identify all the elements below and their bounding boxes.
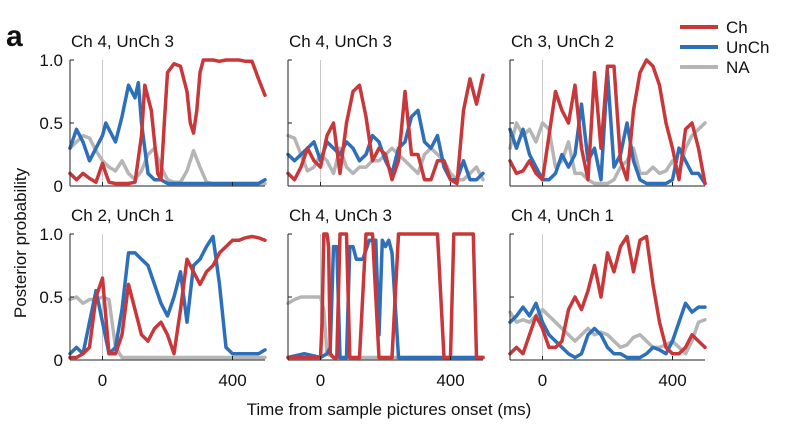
panel-2: Ch 4, UnCh 3 <box>286 32 485 187</box>
panel-title: Ch 4, UnCh 3 <box>71 32 174 51</box>
panel-title: Ch 3, UnCh 2 <box>511 32 614 51</box>
x-tick-label: 0 <box>316 371 325 390</box>
panel-5: Ch 4, UnCh 3 0 400 <box>286 206 485 390</box>
panel-title: Ch 4, UnCh 1 <box>511 206 614 225</box>
panel-title: Ch 4, UnCh 3 <box>289 206 392 225</box>
panel-6: Ch 4, UnCh 1 0 400 <box>508 206 707 390</box>
x-tick-label: 400 <box>218 371 246 390</box>
legend-label: NA <box>726 58 750 77</box>
panels: Ch 4, UnCh 3 0 0.5 1.0 Ch 4, UnCh 3 Ch 3, UnC… <box>39 32 707 390</box>
legend-label: UnCh <box>726 38 769 57</box>
y-tick-label: 0 <box>54 177 63 196</box>
y-tick-label: 0.5 <box>39 288 63 307</box>
panel-1: Ch 4, UnCh 3 0 0.5 1.0 <box>39 32 267 196</box>
panel-3: Ch 3, UnCh 2 <box>508 32 707 187</box>
legend-item-unch: UnCh <box>680 38 769 57</box>
x-tick-label: 0 <box>538 371 547 390</box>
x-tick-label: 400 <box>436 371 464 390</box>
series-line-ch <box>286 73 485 186</box>
x-axis-label: Time from sample pictures onset (ms) <box>247 400 532 419</box>
y-tick-label: 1.0 <box>39 225 63 244</box>
series-line-ch <box>508 234 707 356</box>
series-line-unch <box>68 234 267 356</box>
series-line-ch <box>68 234 267 360</box>
y-tick-label: 0.5 <box>39 114 63 133</box>
series-line-unch <box>286 108 485 182</box>
series-line-ch <box>68 58 267 186</box>
panel-title: Ch 4, UnCh 3 <box>289 32 392 51</box>
y-tick-label: 0 <box>54 351 63 370</box>
series-line-ch <box>286 232 485 360</box>
panel-4: Ch 2, UnCh 1 0 0.5 1.0 0 400 <box>39 206 267 390</box>
series-line-na <box>508 121 707 186</box>
panel-letter: a <box>6 20 23 53</box>
x-tick-label: 0 <box>98 371 107 390</box>
y-tick-label: 1.0 <box>39 51 63 70</box>
x-tick-label: 400 <box>658 371 686 390</box>
series-line-ch <box>508 58 707 186</box>
series-line-unch <box>508 301 707 360</box>
y-axis-label: Posterior probability <box>11 167 30 318</box>
legend-item-ch: Ch <box>680 18 748 37</box>
legend-label: Ch <box>726 18 748 37</box>
series-line-na <box>286 295 485 360</box>
legend-item-na: NA <box>680 58 750 77</box>
panel-title: Ch 2, UnCh 1 <box>71 206 174 225</box>
